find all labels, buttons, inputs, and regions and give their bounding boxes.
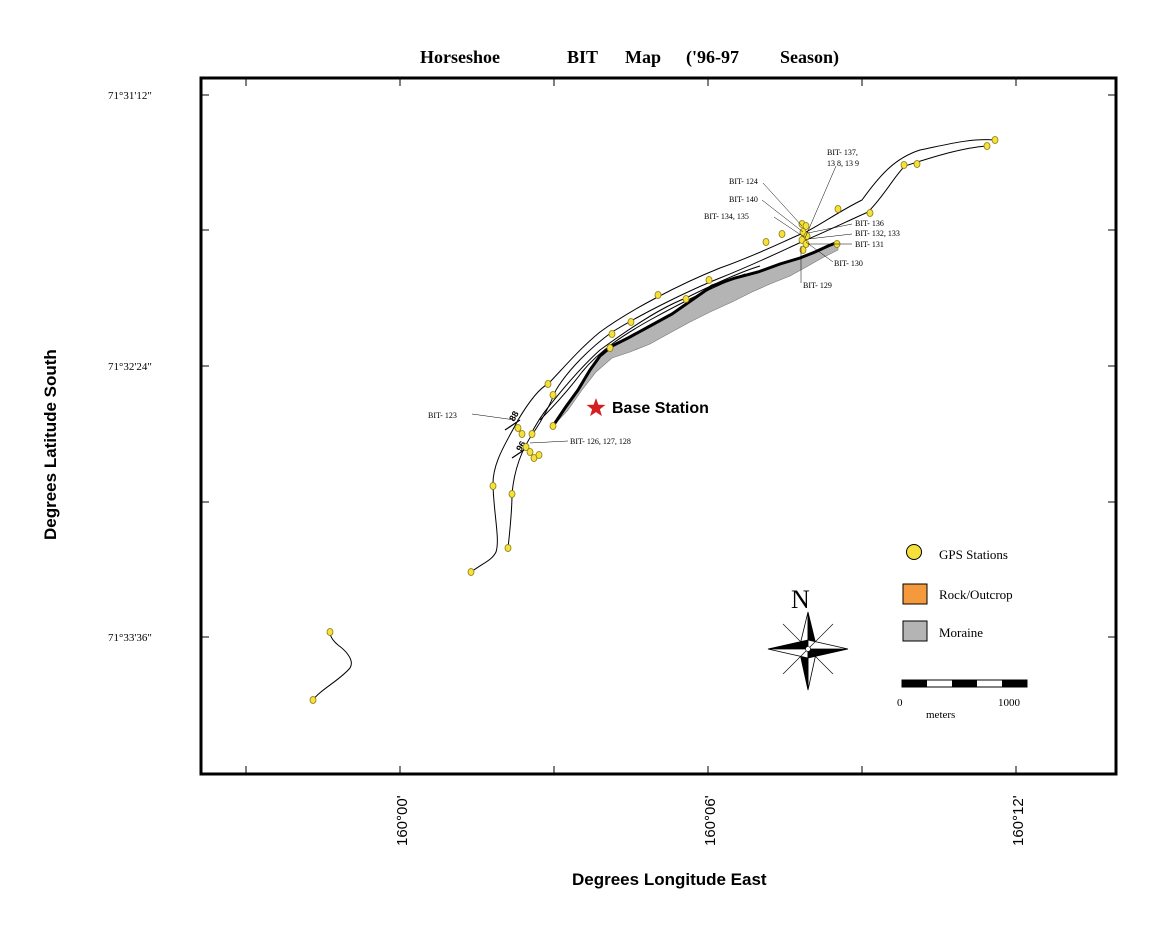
gps-station-marker — [866, 209, 874, 217]
station-label-bit-131: BIT- 131 — [855, 240, 884, 249]
gps-station-marker — [900, 161, 908, 169]
gps-station-marker — [544, 380, 552, 388]
x-axis-title: Degrees Longitude East — [572, 870, 767, 889]
legend-rock-label: Rock/Outcrop — [939, 587, 1013, 602]
y-axis-title: Degrees Latitude South — [41, 349, 60, 540]
gps-station-marker — [522, 443, 530, 451]
lon-tick-label: 160°00' — [394, 795, 411, 846]
scale-bar: 0 1000 meters — [897, 679, 1028, 721]
legend-gps-swatch — [906, 544, 922, 560]
gps-station-marker — [489, 482, 497, 490]
gps-station-marker — [608, 330, 616, 338]
lat-tick-label: 71°31'12" — [108, 90, 152, 102]
compass-rose-icon — [767, 611, 849, 691]
legend-moraine-label: Moraine — [939, 625, 983, 640]
gps-station-marker — [535, 451, 543, 459]
gps-station-marker — [504, 544, 512, 552]
lat-tick-label: 71°32'24" — [108, 361, 152, 373]
legend-moraine-swatch — [902, 620, 928, 642]
gps-station-marker — [326, 628, 334, 636]
legend-gps-label: GPS Stations — [939, 547, 1008, 562]
gps-station-marker — [983, 142, 991, 150]
gps-station-marker — [309, 696, 317, 704]
gps-station-marker — [991, 136, 999, 144]
station-label-bit-138-139: 13 8, 13 9 — [827, 159, 859, 168]
gps-station-marker — [654, 291, 662, 299]
base-station-label: Base Station — [612, 400, 709, 417]
station-label-bit-134: BIT- 134, 135 — [704, 212, 749, 221]
scale-end-label: 1000 — [998, 697, 1021, 709]
gps-stations — [309, 136, 999, 704]
north-arrow: N — [767, 585, 849, 691]
label-leader-lines — [471, 165, 853, 444]
scale-start-label: 0 — [897, 697, 903, 709]
station-label-bit-140: BIT- 140 — [729, 195, 758, 204]
ice-edge-line — [551, 240, 839, 427]
gps-station-marker — [549, 422, 557, 430]
gps-station-marker — [682, 295, 690, 303]
lon-tick-label: 160°06' — [702, 795, 719, 846]
axis-ticks — [201, 78, 1116, 774]
station-label-bit-126: BIT- 126, 127, 128 — [570, 437, 631, 446]
title-word-bit: BIT — [567, 47, 598, 67]
star-icon — [586, 398, 606, 417]
station-label-bit-123: BIT- 123 — [428, 411, 457, 420]
title-word-map: Map — [625, 47, 661, 67]
legend-rock-swatch — [902, 583, 928, 605]
station-label-bit-124: BIT- 124 — [729, 177, 758, 186]
gps-station-marker — [799, 246, 807, 254]
gps-station-marker — [778, 230, 786, 238]
gps-station-marker — [762, 238, 770, 246]
title-word-season-years: ('96-97 — [686, 47, 739, 68]
gps-station-marker — [518, 430, 526, 438]
isolated-traverse — [312, 631, 352, 701]
gps-station-marker — [549, 391, 557, 399]
gps-station-marker — [508, 490, 516, 498]
station-label-bit-136: BIT- 136 — [855, 219, 884, 228]
station-label-bit-129: BIT- 129 — [803, 281, 832, 290]
gps-station-marker — [627, 318, 635, 326]
gps-station-marker — [526, 448, 534, 456]
lat-tick-label: 71°33'36" — [108, 632, 152, 644]
gps-station-marker — [467, 568, 475, 576]
gps-station-marker — [514, 424, 522, 432]
gps-station-marker — [913, 160, 921, 168]
map-title: Horseshoe BIT Map ('96-97 Season) — [420, 47, 839, 68]
north-letter: N — [791, 585, 810, 614]
base-station: Base Station — [586, 398, 709, 417]
gps-station-marker — [705, 276, 713, 284]
gps-station-marker — [834, 205, 842, 213]
title-word-season: Season) — [780, 47, 839, 68]
gps-station-marker — [802, 222, 810, 230]
title-word-horseshoe: Horseshoe — [420, 47, 500, 67]
legend: GPS Stations Rock/Outcrop Moraine — [902, 544, 1013, 642]
lon-tick-label: 160°12' — [1010, 795, 1027, 846]
gps-station-marker — [528, 430, 536, 438]
map-frame — [199, 76, 1118, 776]
gps-station-marker — [803, 232, 811, 240]
station-label-bit-137: BIT- 137, — [827, 148, 858, 157]
station-label-bit-130: BIT- 130 — [834, 259, 863, 268]
gps-station-marker — [606, 344, 614, 352]
moraine-area — [552, 241, 839, 427]
station-label-bit-132: BIT- 132, 133 — [855, 229, 900, 238]
traverse-lines — [470, 139, 996, 573]
scale-unit-label: meters — [926, 709, 955, 721]
